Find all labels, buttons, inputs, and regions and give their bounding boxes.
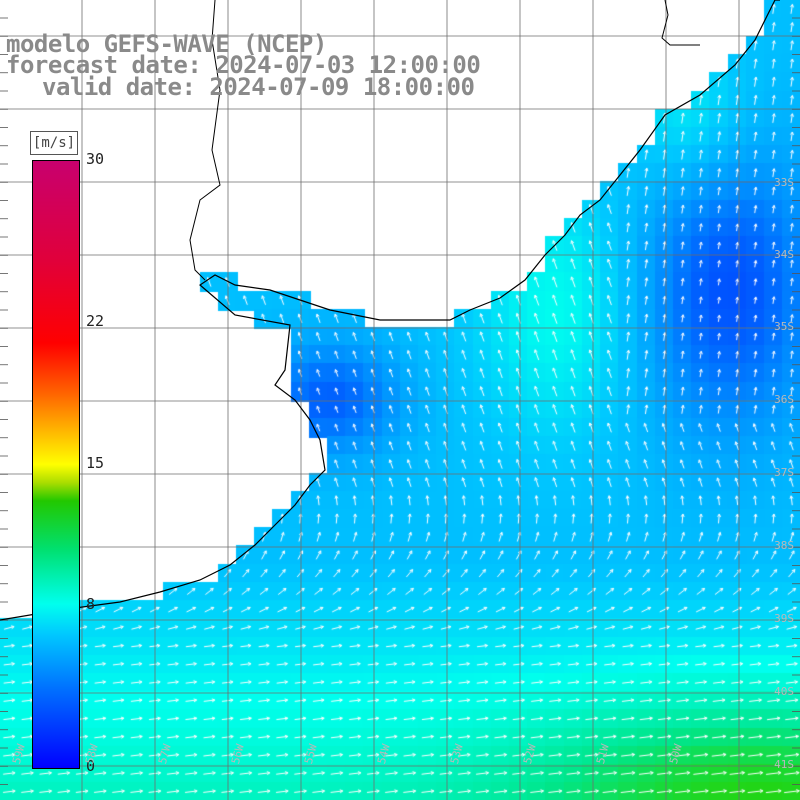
colorbar-tick-label: 0	[86, 757, 96, 775]
title-valid-date: valid date: 2024-07-09 18:00:00	[42, 73, 475, 101]
national-border	[189, 0, 221, 281]
colorbar-tick-label: 8	[86, 595, 96, 614]
latitude-label: 35S	[774, 320, 794, 333]
latitude-label: 34S	[774, 248, 794, 261]
colorbar	[32, 160, 80, 769]
latitude-label: 38S	[774, 539, 794, 552]
latitude-label: 39S	[774, 612, 794, 625]
latitude-label: 40S	[774, 685, 794, 698]
colorbar-tick-label: 22	[86, 311, 105, 330]
latitude-label: 36S	[774, 393, 794, 406]
latitude-label: 37S	[774, 466, 794, 479]
colorbar-unit: [m/s]	[30, 131, 78, 155]
title-forecast-date: forecast date: 2024-07-03 12:00:00	[6, 51, 481, 79]
coastline	[0, 0, 780, 621]
colorbar-tick-label: 30	[86, 150, 105, 168]
title-model: modelo GEFS-WAVE (NCEP)	[6, 30, 327, 58]
latitude-label: 33S	[774, 176, 794, 189]
colorbar-tick-label: 15	[86, 453, 105, 472]
latitude-label: 41S	[774, 758, 794, 771]
national-border	[661, 0, 700, 46]
